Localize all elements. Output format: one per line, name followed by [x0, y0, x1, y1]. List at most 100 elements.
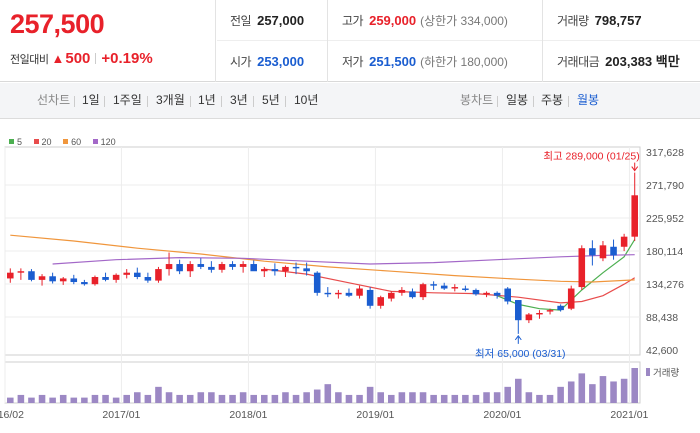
volume-bar — [451, 394, 459, 403]
legend-swatch — [33, 139, 39, 144]
volume-bar — [7, 397, 14, 403]
line-chart-label: 선차트 — [37, 93, 71, 107]
legend-swatch — [9, 139, 14, 144]
candle-body — [144, 276, 152, 281]
candle-body — [589, 248, 596, 256]
volume-bar — [398, 392, 406, 403]
candle-body — [186, 264, 194, 272]
divider — [95, 53, 97, 64]
candle-body — [303, 268, 310, 272]
volume-bar — [546, 394, 554, 403]
chart-legend: 5 20 60 120 — [9, 137, 125, 147]
volume-bar — [620, 378, 628, 403]
y-tick-label: 134,276 — [646, 279, 684, 291]
y-tick-label: 271,790 — [646, 180, 684, 192]
high-annotation: 최고 289,000 (01/25) — [543, 151, 639, 163]
candle-body — [610, 246, 617, 256]
turnover: 거래대금 203,383 백만 — [557, 54, 680, 69]
legend-ma60: 60 — [63, 137, 81, 147]
stats-row-2: 시가 253,000 저가 251,500 (하한가 180,000) 거래대금 203… — [217, 41, 700, 82]
candle-body — [313, 272, 321, 293]
divider — [285, 96, 286, 107]
candle-body — [165, 264, 173, 270]
tab-10y[interactable]: 10년 — [294, 93, 319, 107]
quote-panel: 257,500 전일대비 ▲500 +0.19% 전일 257,000 고가 259,0… — [0, 0, 700, 82]
volume-bar — [589, 384, 596, 403]
tab-3y[interactable]: 3년 — [230, 93, 248, 107]
volume-bar — [59, 394, 67, 403]
volume-bar — [525, 392, 533, 403]
divider — [253, 96, 254, 107]
candle-body — [536, 312, 543, 315]
low-annotation: 최저 65,000 (03/31) — [475, 348, 566, 360]
change-label: 전일대비 — [10, 54, 49, 66]
candle-body — [134, 272, 141, 277]
candle-body — [483, 292, 490, 295]
candle-body — [430, 284, 437, 286]
day-high: 고가 259,000 (상한가 334,000) — [342, 13, 508, 28]
volume-bar — [197, 392, 205, 403]
tab-1d[interactable]: 1일 — [82, 93, 100, 107]
tab-weekly[interactable]: 주봉 — [541, 93, 564, 107]
tab-monthly[interactable]: 월봉 — [577, 93, 600, 107]
candle-body — [462, 288, 469, 290]
divider — [221, 96, 222, 107]
volume-bar — [218, 394, 226, 403]
volume-bar — [28, 397, 35, 403]
tab-1w[interactable]: 1주일 — [113, 93, 142, 107]
candle-body — [59, 278, 67, 282]
change-amount: 500 — [65, 50, 91, 67]
candle-body — [525, 314, 533, 321]
volume-bar — [430, 394, 437, 403]
volume-bar — [567, 381, 575, 403]
candle-body — [324, 292, 332, 295]
candle-chart-label: 봉차트 — [460, 93, 494, 107]
ma-line-60 — [10, 234, 635, 283]
volume-bar — [144, 394, 152, 403]
legend-ma20: 20 — [33, 137, 52, 147]
volume-bar — [504, 386, 511, 403]
volume-bar — [377, 392, 384, 403]
candle-body — [38, 276, 46, 280]
divider — [104, 96, 105, 107]
candle-body — [197, 264, 205, 267]
volume-bar — [356, 394, 363, 403]
up-triangle-icon: ▲ — [51, 51, 65, 66]
divider — [568, 96, 569, 107]
volume-bar — [313, 389, 321, 403]
tab-1y[interactable]: 1년 — [198, 93, 216, 107]
volume-bar — [38, 394, 46, 403]
candle-body — [282, 266, 289, 272]
candle-body — [91, 276, 99, 285]
volume-bar — [578, 373, 586, 403]
volume-bar — [250, 394, 257, 403]
candle-body — [567, 288, 575, 309]
divider — [147, 96, 148, 107]
volume-bar — [440, 394, 448, 403]
tab-3m[interactable]: 3개월 — [156, 93, 185, 107]
candle-body — [409, 291, 416, 298]
quote-stats: 전일 257,000 고가 259,000 (상한가 334,000) 거래량 798,… — [217, 0, 700, 82]
low-arrow-head — [514, 335, 522, 341]
candle-body — [398, 289, 406, 293]
volume-bar — [335, 392, 342, 403]
volume-bar — [176, 394, 183, 403]
volume-bar — [409, 392, 416, 403]
candle-body — [17, 271, 25, 273]
divider — [533, 96, 534, 107]
tab-5y[interactable]: 5년 — [262, 93, 280, 107]
tab-daily[interactable]: 일봉 — [506, 93, 529, 107]
x-tick-label: 2020/01 — [483, 409, 521, 421]
high-arrow-head — [631, 166, 639, 172]
x-tick-label: 2021/01 — [610, 409, 648, 421]
candle-body — [176, 264, 183, 272]
prev-close: 전일 257,000 — [230, 13, 305, 28]
candle-body — [546, 310, 554, 312]
x-tick-label: 2018/01 — [229, 409, 267, 421]
volume-bar — [324, 384, 332, 403]
candle-body — [356, 288, 363, 296]
candle-body — [102, 276, 109, 280]
candle-body — [599, 245, 607, 259]
volume-bar — [229, 394, 236, 403]
